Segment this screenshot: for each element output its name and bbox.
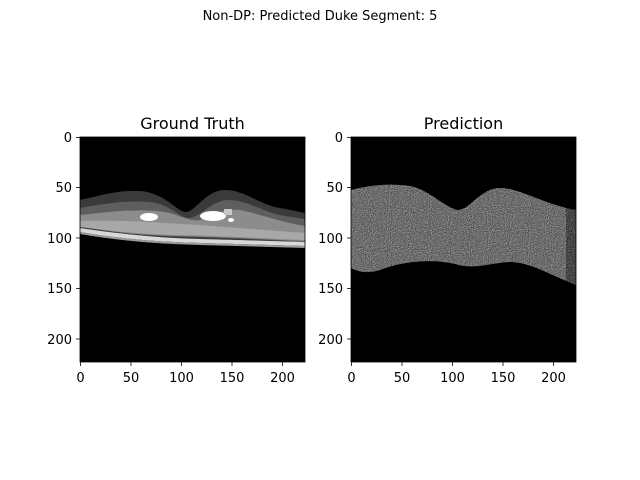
- x-tick-label: 150: [220, 371, 245, 386]
- x-tick-label: 150: [491, 371, 516, 386]
- x-tick-label: 200: [270, 371, 295, 386]
- y-tick-label: 50: [326, 181, 343, 196]
- x-tick-label: 100: [169, 371, 194, 386]
- x-tick-label: 200: [541, 371, 566, 386]
- x-tick-label: 100: [440, 371, 465, 386]
- prediction-y-axis: 0 50 100 150 200: [318, 131, 351, 348]
- x-tick-label: 0: [347, 371, 355, 386]
- y-tick-label: 200: [47, 333, 72, 348]
- panel-title-ground-truth: Ground Truth: [140, 114, 245, 133]
- panel-ground-truth: Ground Truth: [47, 114, 306, 386]
- y-tick-label: 0: [335, 131, 343, 146]
- ground-truth-image: [80, 137, 305, 362]
- prediction-image: [351, 137, 576, 362]
- ground-truth-y-axis: 0 50 100 150 200: [47, 131, 80, 348]
- panel-title-prediction: Prediction: [424, 114, 503, 133]
- ground-truth-x-axis: 0 50 100 150 200: [76, 362, 295, 386]
- y-tick-label: 200: [318, 333, 343, 348]
- figure-suptitle: Non-DP: Predicted Duke Segment: 5: [203, 9, 438, 24]
- y-tick-label: 0: [64, 131, 72, 146]
- y-tick-label: 150: [47, 282, 72, 297]
- y-tick-label: 50: [55, 181, 72, 196]
- panel-prediction: Prediction 0: [318, 114, 577, 386]
- y-tick-label: 100: [318, 232, 343, 247]
- x-tick-label: 50: [123, 371, 140, 386]
- x-tick-label: 50: [394, 371, 411, 386]
- y-tick-label: 150: [318, 282, 343, 297]
- y-tick-label: 100: [47, 232, 72, 247]
- x-tick-label: 0: [76, 371, 84, 386]
- prediction-x-axis: 0 50 100 150 200: [347, 362, 566, 386]
